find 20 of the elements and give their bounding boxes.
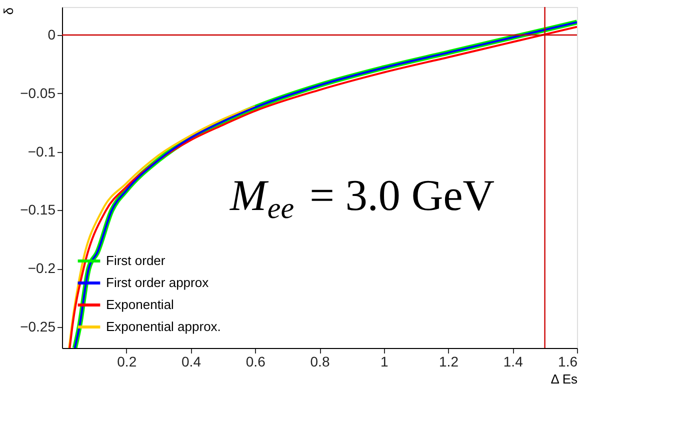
x-tick-label: 0.6 bbox=[246, 354, 266, 370]
y-tick-label: −0.25 bbox=[20, 318, 56, 334]
legend-label: Exponential approx. bbox=[106, 319, 221, 334]
y-tick-label: −0.15 bbox=[20, 202, 56, 218]
x-tick-label: 1.4 bbox=[503, 354, 524, 370]
x-axis-title: Δ Es bbox=[550, 372, 578, 386]
x-tick-label: 1 bbox=[380, 354, 388, 370]
x-tick-label: 1.2 bbox=[439, 354, 459, 370]
x-tick-label: 0.2 bbox=[117, 354, 137, 370]
legend-label: Exponential bbox=[106, 297, 174, 312]
y-axis-title: δ bbox=[1, 8, 16, 15]
x-tick-label: 0.4 bbox=[182, 354, 202, 370]
y-tick-label: −0.05 bbox=[20, 84, 56, 101]
legend-label: First order bbox=[106, 253, 166, 268]
x-tick-label: 0.8 bbox=[310, 354, 330, 370]
legend-label: First order approx bbox=[106, 275, 210, 290]
y-tick-label: 0 bbox=[48, 26, 56, 43]
x-tick-label: 1.6 bbox=[558, 354, 578, 370]
y-tick-label: −0.2 bbox=[28, 260, 56, 276]
y-tick-label: −0.1 bbox=[28, 143, 56, 160]
